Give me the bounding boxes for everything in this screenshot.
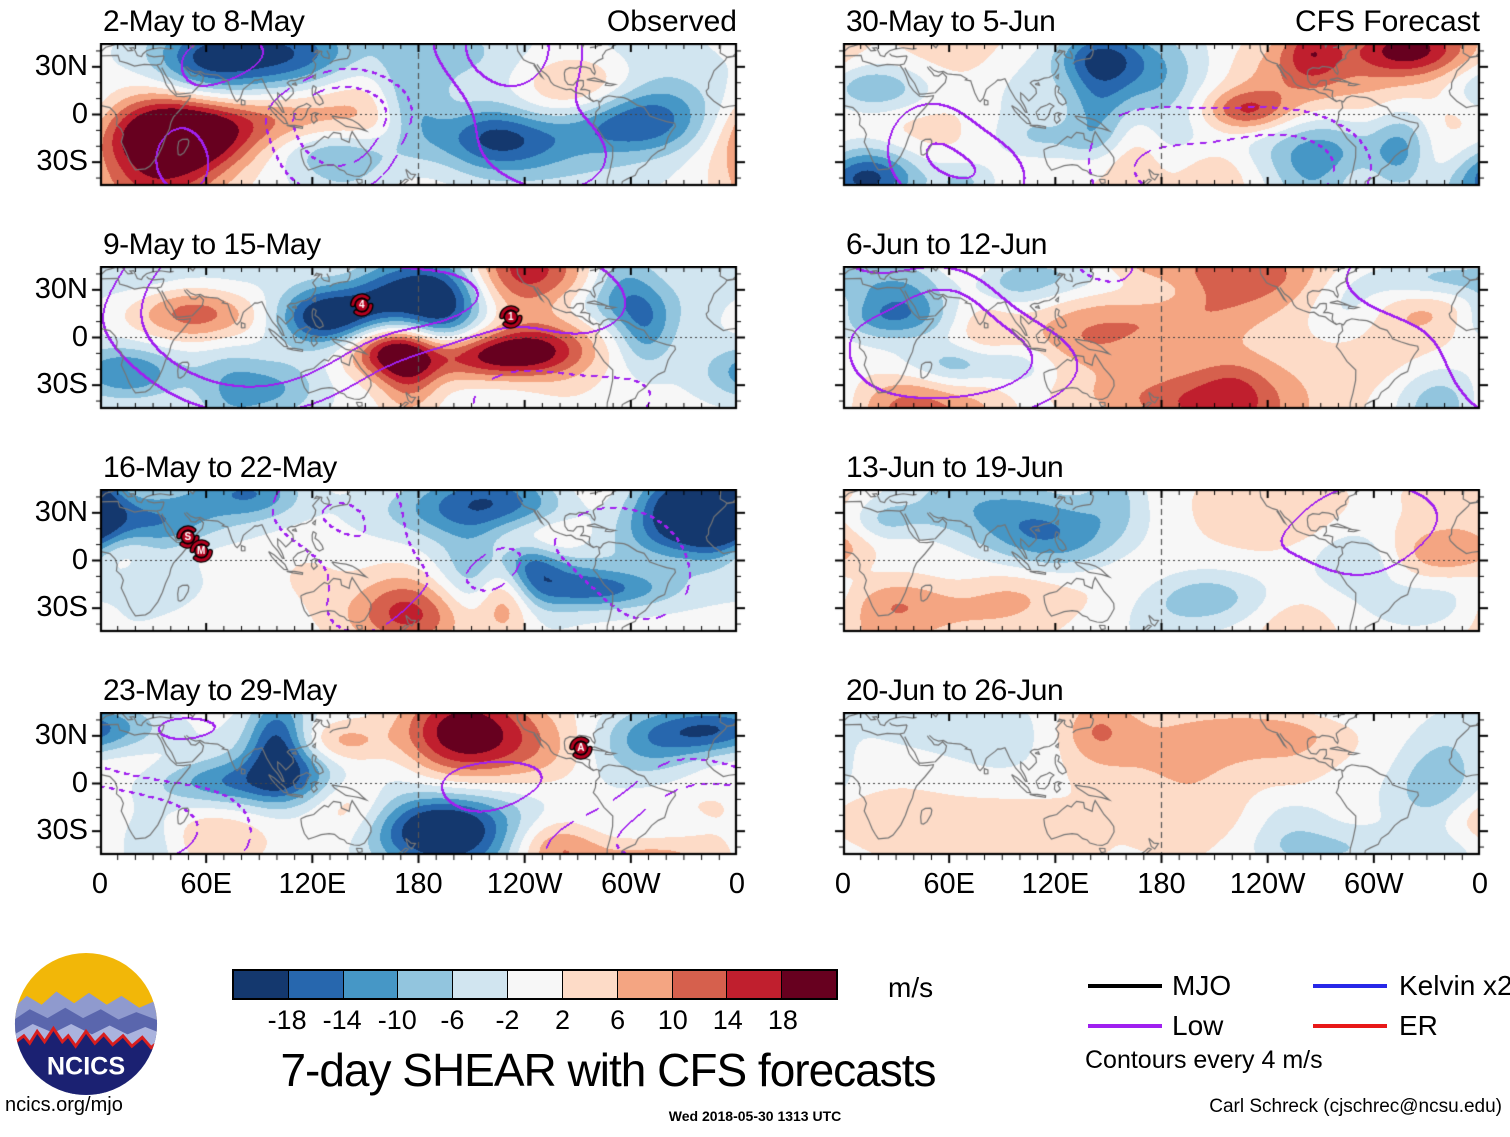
legend-line-er — [1313, 1024, 1387, 1028]
legend-label-kelvin: Kelvin x2 — [1399, 970, 1510, 1001]
colorbar-tick--2: -2 — [495, 1005, 520, 1035]
x-tick-label-0: 0 — [91, 868, 109, 900]
x-tick-label-120E: 120E — [1021, 868, 1090, 900]
colorbar-tick--18: -18 — [267, 1005, 307, 1035]
y-tick-label-30N: 30N — [34, 49, 88, 82]
y-tick-label-0: 0 — [71, 543, 88, 576]
y-tick-label-0: 0 — [71, 97, 88, 130]
y-tick-label-30N: 30N — [34, 495, 88, 528]
map-canvas-6 — [834, 266, 1489, 421]
colorbar-unit-label: m/s — [888, 972, 934, 1003]
colorbar-cell-6 — [508, 971, 563, 998]
panel-title-8: 20-Jun to 26-Jun — [846, 674, 1064, 707]
colorbar-tick--10: -10 — [377, 1005, 417, 1035]
colorbar-cell-10 — [727, 971, 783, 998]
y-tick-label-0: 0 — [71, 766, 88, 799]
figure-title: 7-day SHEAR with CFS forecasts — [280, 1044, 936, 1096]
map-canvas-8 — [834, 712, 1489, 867]
map-canvas-3 — [91, 489, 746, 644]
panel-title-5: 30-May to 5-Jun — [846, 5, 1056, 38]
colorbar-cell-8 — [617, 971, 673, 998]
x-tick-label-60E: 60E — [923, 868, 975, 900]
x-tick-label-0: 0 — [728, 868, 746, 900]
colorbar-tick--6: -6 — [440, 1005, 465, 1035]
panel-title-1: 2-May to 8-May — [103, 5, 305, 38]
footer-timestamp: Wed 2018-05-30 1313 UTC — [668, 1108, 842, 1124]
contour-interval-note: Contours every 4 m/s — [1085, 1046, 1323, 1074]
y-tick-label-30S: 30S — [36, 368, 88, 401]
column-label-observed: Observed — [606, 5, 737, 38]
legend-line-kelvin — [1313, 984, 1387, 988]
colorbar-cell-1 — [234, 971, 289, 998]
x-tick-label-120W: 120W — [486, 868, 563, 900]
footer-site-url: ncics.org/mjo — [5, 1094, 123, 1116]
map-canvas-5 — [834, 43, 1489, 198]
x-tick-label-60W: 60W — [601, 868, 661, 900]
legend-line-mjo — [1088, 984, 1162, 988]
y-tick-label-30S: 30S — [36, 145, 88, 178]
legend-line-low — [1088, 1024, 1162, 1028]
x-tick-label-180: 180 — [1137, 868, 1186, 900]
logo-text: NCICS — [47, 1052, 125, 1080]
x-tick-label-180: 180 — [394, 868, 443, 900]
colorbar-cell-5 — [453, 971, 509, 998]
colorbar-tick-18: 18 — [767, 1005, 798, 1035]
colorbar-cell-4 — [398, 971, 454, 998]
y-tick-label-30N: 30N — [34, 718, 88, 751]
panel-title-3: 16-May to 22-May — [103, 451, 337, 484]
map-canvas-7 — [834, 489, 1489, 644]
colorbar-tick--14: -14 — [322, 1005, 362, 1035]
colorbar-swatches — [232, 969, 838, 1000]
panel-title-7: 13-Jun to 19-Jun — [846, 451, 1064, 484]
x-tick-label-60W: 60W — [1344, 868, 1404, 900]
colorbar-cell-11 — [782, 971, 836, 998]
map-canvas-1 — [91, 43, 746, 198]
x-tick-label-0: 0 — [834, 868, 852, 900]
legend-label-er: ER — [1399, 1010, 1438, 1041]
x-tick-label-120W: 120W — [1229, 868, 1306, 900]
ncics-logo: NCICS — [12, 950, 160, 1103]
colorbar-cell-2 — [288, 971, 344, 998]
colorbar-tick-14: 14 — [712, 1005, 743, 1035]
colorbar-cell-3 — [343, 971, 399, 998]
colorbar: -18 -14 -10 -6 -2 2 6 10 14 18 — [232, 969, 838, 1039]
colorbar-cell-7 — [562, 971, 618, 998]
panel-title-2: 9-May to 15-May — [103, 228, 321, 261]
colorbar-tick-10: 10 — [657, 1005, 688, 1035]
x-tick-label-0: 0 — [1471, 868, 1489, 900]
panel-title-4: 23-May to 29-May — [103, 674, 337, 707]
colorbar-tick-6: 6 — [610, 1005, 626, 1035]
logo-red-ridge-line — [14, 1025, 158, 1050]
colorbar-tick-2: 2 — [555, 1005, 571, 1035]
y-tick-label-30S: 30S — [36, 814, 88, 847]
y-tick-label-0: 0 — [71, 320, 88, 353]
panel-title-6: 6-Jun to 12-Jun — [846, 228, 1047, 261]
legend-label-low: Low — [1172, 1010, 1224, 1041]
ncics-logo-graphic: NCICS — [14, 952, 158, 1096]
colorbar-cell-9 — [672, 971, 728, 998]
column-label-cfs-forecast: CFS Forecast — [1294, 5, 1480, 38]
y-tick-label-30N: 30N — [34, 272, 88, 305]
legend-label-mjo: MJO — [1172, 970, 1232, 1001]
footer-credit: Carl Schreck (cjschrec@ncsu.edu) — [1209, 1096, 1502, 1117]
y-tick-label-30S: 30S — [36, 591, 88, 624]
map-canvas-2 — [91, 266, 746, 421]
x-tick-label-120E: 120E — [278, 868, 347, 900]
x-tick-label-60E: 60E — [180, 868, 232, 900]
map-canvas-4 — [91, 712, 746, 867]
logo-base — [14, 1028, 158, 1096]
